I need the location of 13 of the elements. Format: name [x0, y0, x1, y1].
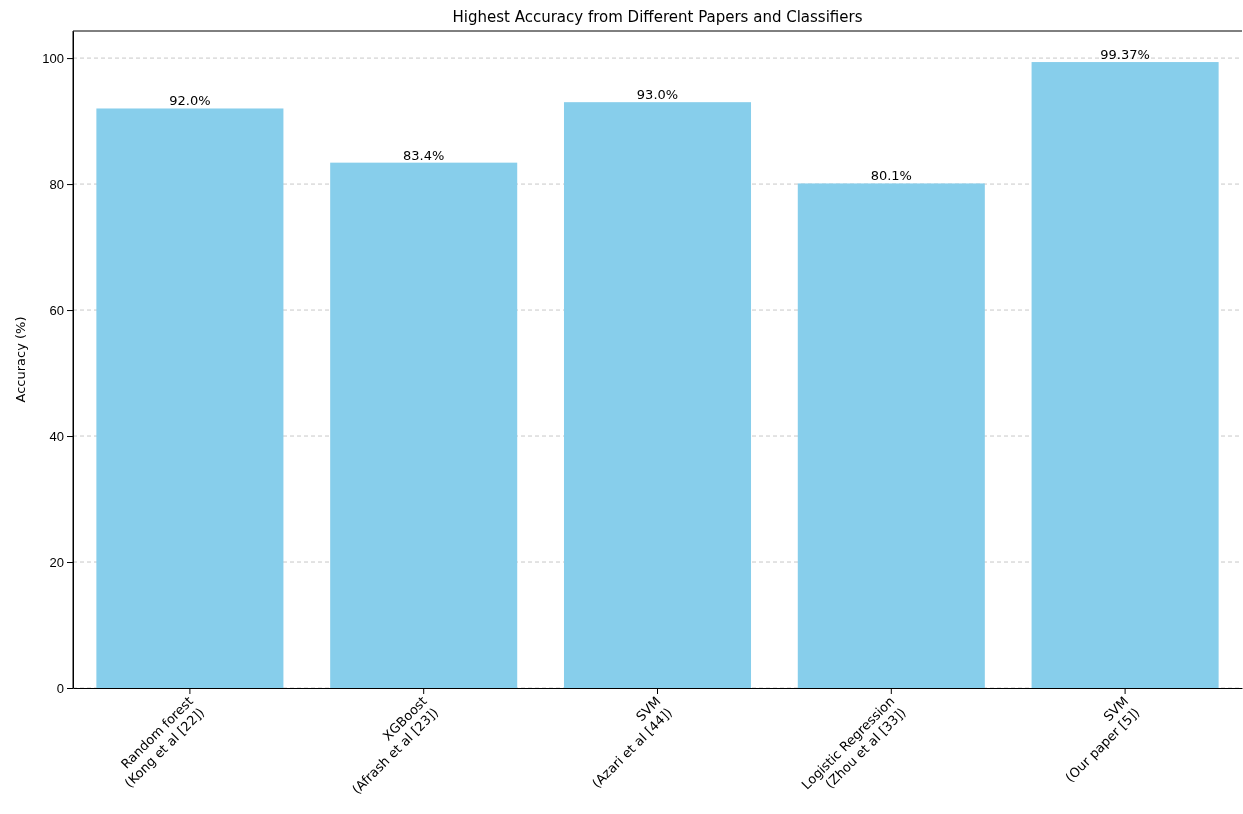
data-label: 93.0% — [636, 87, 679, 103]
data-label: 83.4% — [403, 147, 445, 163]
data-label: 92.0% — [169, 93, 211, 109]
y-tick-label: 80 — [49, 176, 64, 192]
y-tick-label: 100 — [42, 50, 64, 66]
data-label: 99.37% — [1100, 47, 1150, 63]
y-tick-label: 60 — [49, 302, 64, 318]
y-axis-title: Accuracy (%) — [13, 316, 28, 403]
y-tick-label: 40 — [49, 428, 64, 444]
y-tick-label: 0 — [56, 680, 64, 696]
chart-title: Highest Accuracy from Different Papers and Classifiers — [452, 8, 863, 26]
y-tick-label: 20 — [49, 554, 64, 570]
data-label: 80.1% — [870, 168, 912, 184]
